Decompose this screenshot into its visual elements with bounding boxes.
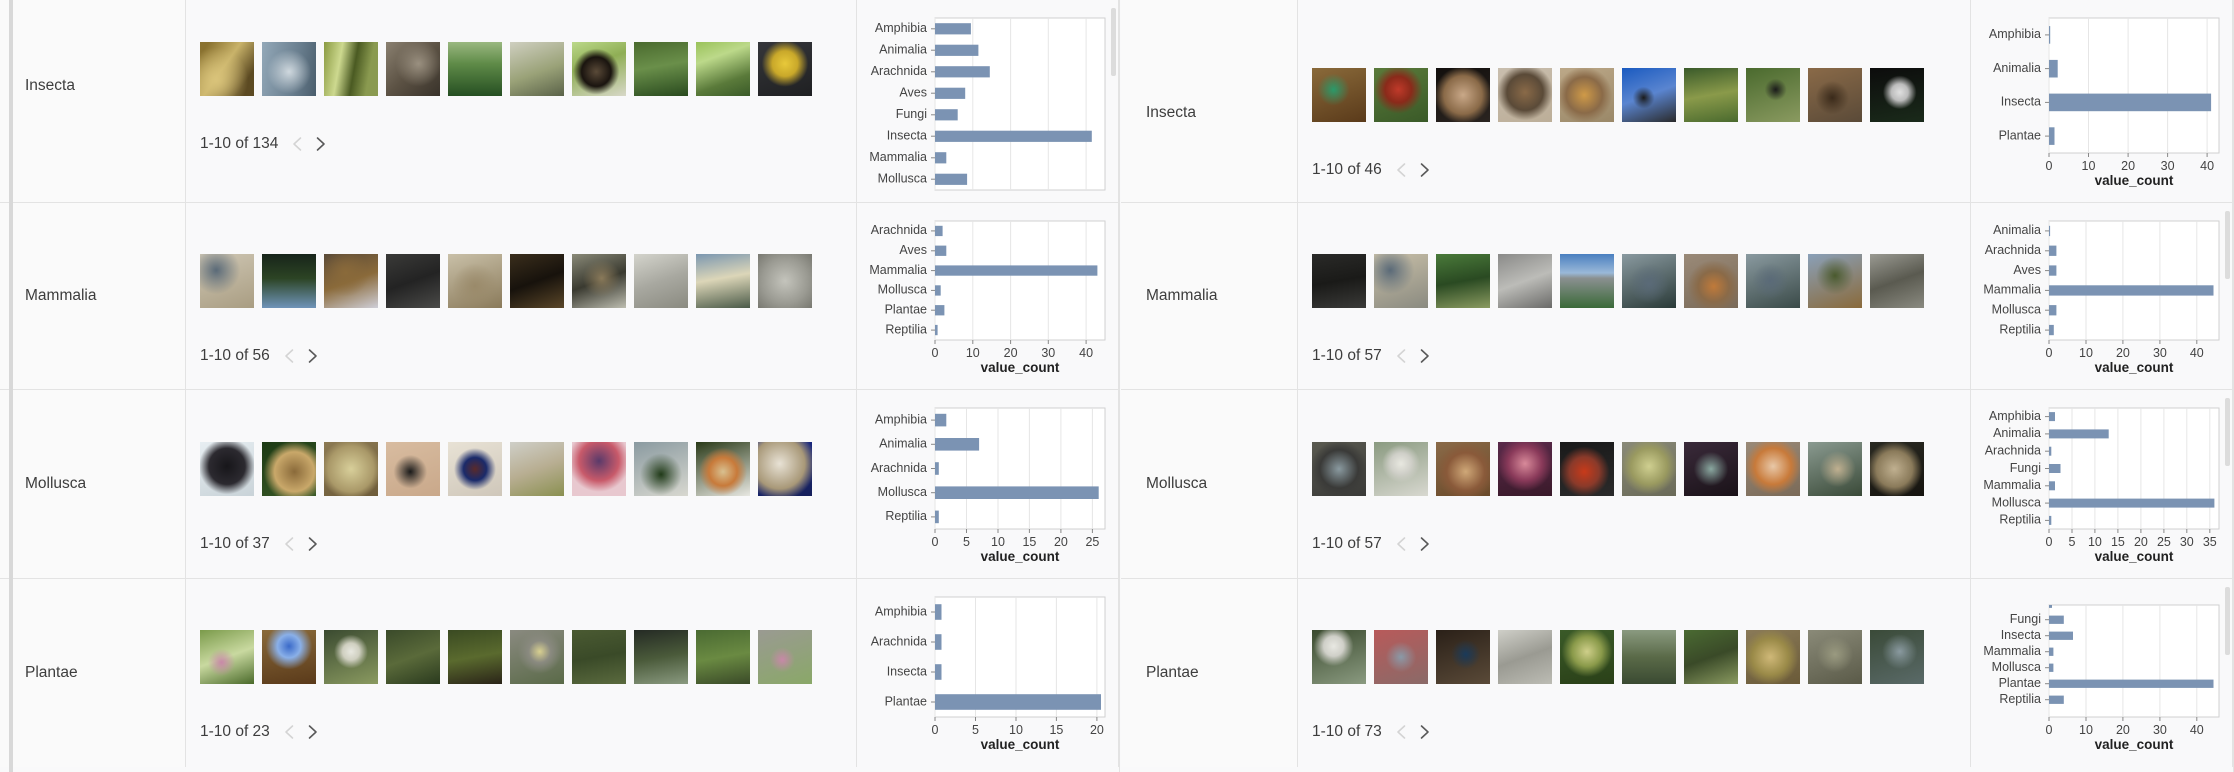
svg-text:Mammalia: Mammalia [1983,644,2041,658]
svg-text:Arachnida: Arachnida [871,64,927,78]
svg-text:0: 0 [2046,535,2053,549]
svg-text:Animalia: Animalia [1993,61,2041,75]
svg-text:30: 30 [2161,159,2175,173]
svg-text:value_count: value_count [2095,549,2174,564]
svg-text:35: 35 [2203,535,2217,549]
svg-text:value_count: value_count [2095,360,2174,375]
svg-text:0: 0 [2046,159,2053,173]
svg-text:Amphibia: Amphibia [1989,27,2041,41]
svg-text:Reptilia: Reptilia [1999,322,2041,336]
svg-text:Amphibia: Amphibia [1989,409,2041,423]
svg-text:0: 0 [932,535,939,549]
svg-text:Insecta: Insecta [887,664,927,678]
svg-text:Animalia: Animalia [879,42,927,56]
svg-text:20: 20 [1090,723,1104,737]
svg-text:Reptilia: Reptilia [1999,513,2041,527]
svg-text:Fungi: Fungi [2010,461,2041,475]
svg-text:value_count: value_count [981,737,1060,752]
svg-text:30: 30 [2180,535,2194,549]
svg-text:Reptilia: Reptilia [885,322,927,336]
svg-text:25: 25 [1085,535,1099,549]
svg-text:value_count: value_count [2095,173,2174,188]
svg-text:40: 40 [2190,346,2204,360]
svg-text:Arachnida: Arachnida [1985,243,2041,257]
svg-text:15: 15 [2111,535,2125,549]
svg-text:Animalia: Animalia [1993,426,2041,440]
svg-text:Insecta: Insecta [2001,628,2041,642]
svg-text:40: 40 [2200,159,2214,173]
svg-text:Insecta: Insecta [887,128,927,142]
svg-text:10: 10 [2079,723,2093,737]
svg-text:Fungi: Fungi [2010,612,2041,626]
svg-text:10: 10 [2088,535,2102,549]
svg-text:Mollusca: Mollusca [1992,495,2041,509]
svg-text:15: 15 [1049,723,1063,737]
svg-text:30: 30 [2153,723,2167,737]
svg-text:Mammalia: Mammalia [869,150,927,164]
svg-text:20: 20 [2116,346,2130,360]
svg-text:value_count: value_count [981,360,1060,375]
svg-text:value_count: value_count [2095,737,2174,752]
svg-text:30: 30 [2153,346,2167,360]
svg-text:Mollusca: Mollusca [878,171,927,185]
svg-text:Aves: Aves [2013,263,2041,277]
svg-text:40: 40 [2190,723,2204,737]
svg-text:30: 30 [1041,346,1055,360]
svg-text:Animalia: Animalia [879,437,927,451]
svg-text:10: 10 [966,346,980,360]
svg-text:Plantae: Plantae [1999,676,2041,690]
svg-text:20: 20 [2121,159,2135,173]
svg-text:Mammalia: Mammalia [1983,478,2041,492]
svg-text:20: 20 [1054,535,1068,549]
svg-text:20: 20 [1004,346,1018,360]
svg-text:Reptilia: Reptilia [1999,692,2041,706]
svg-text:Plantae: Plantae [1999,128,2041,142]
svg-text:20: 20 [2134,535,2148,549]
svg-text:Aves: Aves [899,243,927,257]
svg-text:value_count: value_count [981,549,1060,564]
svg-text:5: 5 [2069,535,2076,549]
svg-text:Arachnida: Arachnida [871,634,927,648]
svg-text:Amphibia: Amphibia [875,21,927,35]
svg-text:10: 10 [2079,346,2093,360]
svg-text:Plantae: Plantae [885,694,927,708]
svg-text:10: 10 [1009,723,1023,737]
svg-text:Insecta: Insecta [2001,95,2041,109]
svg-text:5: 5 [963,535,970,549]
svg-text:Plantae: Plantae [885,302,927,316]
svg-text:0: 0 [2046,723,2053,737]
svg-text:Amphibia: Amphibia [875,604,927,618]
svg-text:10: 10 [991,535,1005,549]
svg-text:Amphibia: Amphibia [875,412,927,426]
svg-text:Fungi: Fungi [896,107,927,121]
svg-text:Mammalia: Mammalia [1983,283,2041,297]
svg-text:0: 0 [932,723,939,737]
svg-text:5: 5 [972,723,979,737]
svg-text:Mollusca: Mollusca [1992,660,2041,674]
svg-text:20: 20 [2116,723,2130,737]
svg-text:0: 0 [2046,346,2053,360]
svg-text:Arachnida: Arachnida [871,223,927,237]
svg-text:Animalia: Animalia [1993,223,2041,237]
svg-text:Mollusca: Mollusca [1992,302,2041,316]
svg-text:Aves: Aves [899,85,927,99]
svg-text:25: 25 [2157,535,2171,549]
svg-text:Mollusca: Mollusca [878,283,927,297]
svg-text:15: 15 [1022,535,1036,549]
svg-text:Mammalia: Mammalia [869,263,927,277]
svg-text:40: 40 [1079,346,1093,360]
svg-text:Reptilia: Reptilia [885,509,927,523]
svg-text:10: 10 [2082,159,2096,173]
svg-text:Arachnida: Arachnida [1985,443,2041,457]
svg-text:Mollusca: Mollusca [878,485,927,499]
svg-text:Arachnida: Arachnida [871,461,927,475]
svg-text:0: 0 [932,346,939,360]
